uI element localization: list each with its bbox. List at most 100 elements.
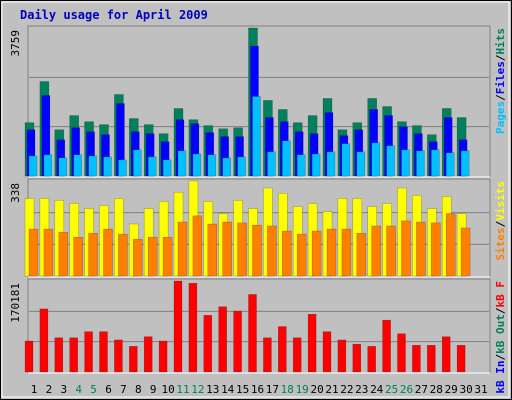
x-tick-label: 28 [430,383,443,396]
bar [386,145,395,177]
bar [222,221,232,277]
bar [133,238,143,277]
y-tick-label: 3759 [9,30,22,57]
bar [173,280,183,373]
bar [356,233,367,277]
x-tick-label: 25 [385,383,398,396]
legend-entry: kB F [494,281,507,308]
bar [278,326,287,373]
bar [58,231,69,277]
bar [192,153,202,177]
x-tick-label: 13 [206,383,219,396]
bar [248,294,257,373]
bar [147,236,158,277]
bar [282,230,292,277]
x-tick-label: 6 [105,383,112,396]
panel-frame [27,278,491,374]
bar [58,157,68,177]
bar [386,225,396,277]
bar [311,153,321,177]
x-tick-label: 12 [191,383,204,396]
bar [337,339,347,373]
bar [103,156,112,177]
bar [371,225,381,277]
legend-entry: Files [494,61,507,94]
bar [282,140,291,177]
bar [367,346,376,373]
bar [397,333,406,373]
legend-entry: Hits [494,28,507,55]
bar [24,340,34,373]
bar [252,96,261,177]
bar [88,233,98,277]
bar [326,151,336,177]
bar [118,233,128,277]
bar [341,143,351,177]
bar [114,339,123,373]
x-tick-label: 4 [75,383,82,396]
x-tick-label: 23 [355,383,368,396]
x-tick-label: 11 [176,383,189,396]
bar [460,150,470,177]
legend-separator: / [494,54,507,61]
bar [43,154,53,177]
bar [218,306,227,373]
x-tick-label: 16 [251,383,264,396]
bar [203,315,213,373]
bar [456,345,466,373]
legend-entry: Sites [494,227,507,260]
x-tick-label: 24 [370,383,384,396]
y-tick-label: 170181 [9,283,22,323]
bar [43,228,54,277]
legend-separator: / [494,307,507,314]
bar [188,282,198,373]
bar [322,331,332,373]
bar [416,221,426,277]
bar [84,331,93,373]
bar [431,222,441,277]
bar [252,224,262,277]
bar [267,225,277,277]
bar [133,149,142,177]
bar [207,154,217,177]
x-tick-label: 2 [46,383,53,396]
bar [441,336,451,373]
bar [237,156,246,177]
legend-separator: / [494,354,507,361]
bar [28,228,39,277]
bar [192,215,203,277]
x-tick-label: 3 [60,383,67,396]
bar [427,345,436,373]
x-tick-label: 30 [459,383,472,396]
legend-entry: kB Out [494,314,507,354]
x-tick-label: 7 [120,383,127,396]
x-tick-label: 21 [325,383,338,396]
bar [28,155,38,177]
bar [445,152,455,177]
bar [54,337,64,373]
x-tick-label: 15 [236,383,249,396]
x-tick-label: 10 [161,383,174,396]
legend-entry: Pages [494,101,507,134]
x-tick-label: 17 [266,383,279,396]
bar [237,222,247,277]
bar [73,236,83,277]
bar [341,228,352,277]
legend: Pages/Files/Hits [494,28,507,134]
bar [307,313,317,373]
bar [412,345,421,373]
x-tick-label: 9 [150,383,157,396]
bar [326,228,337,277]
bar [296,233,307,277]
x-tick-label: 26 [400,383,413,396]
bar [129,346,138,373]
bar [356,151,366,177]
bar [263,337,272,373]
legend-separator: / [494,94,507,101]
legend: kB In/kB Out/kB F [494,281,507,394]
bar [382,319,391,373]
x-tick-label: 29 [445,383,458,396]
